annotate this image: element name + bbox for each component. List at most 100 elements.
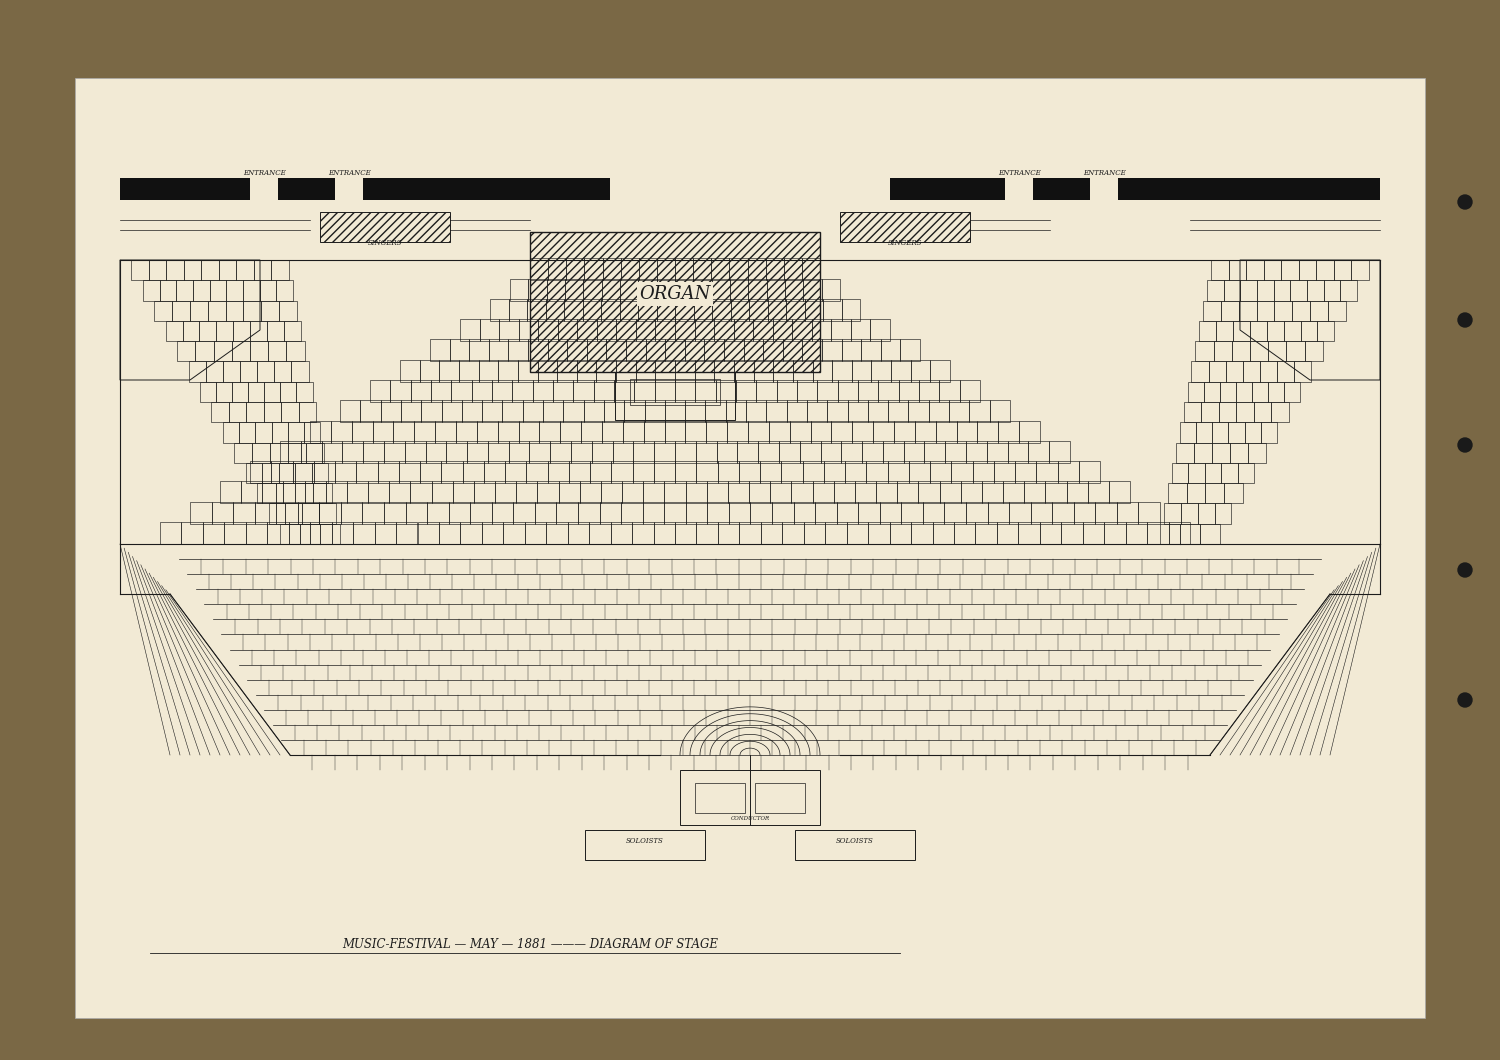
Bar <box>792 319 812 341</box>
Bar <box>482 522 504 544</box>
Bar <box>1306 280 1324 301</box>
Bar <box>580 421 602 443</box>
Bar <box>261 301 279 321</box>
Bar <box>900 339 920 361</box>
Bar <box>828 401 848 422</box>
Bar <box>460 522 482 544</box>
Bar <box>1216 321 1233 341</box>
Bar <box>621 259 639 280</box>
Bar <box>1008 441 1029 463</box>
Bar <box>740 522 760 544</box>
Bar <box>564 401 584 422</box>
Bar <box>1250 341 1268 361</box>
Bar <box>246 463 262 483</box>
Bar <box>966 441 987 463</box>
Bar <box>1284 321 1300 341</box>
Bar <box>525 522 546 544</box>
Bar <box>603 259 621 280</box>
Bar <box>320 504 336 524</box>
Bar <box>519 319 538 341</box>
Bar <box>903 441 924 463</box>
Bar <box>276 501 298 524</box>
Bar <box>189 361 206 382</box>
Bar <box>636 319 656 341</box>
Bar <box>1224 483 1244 504</box>
Bar <box>633 461 654 483</box>
Bar <box>384 441 405 463</box>
Bar <box>232 501 255 524</box>
Bar <box>536 501 556 524</box>
Bar <box>279 301 297 321</box>
Bar <box>154 301 172 321</box>
Bar <box>292 461 314 483</box>
Bar <box>686 501 708 524</box>
Bar <box>910 522 933 544</box>
Bar <box>714 359 734 382</box>
Bar <box>675 441 696 463</box>
Bar <box>804 279 822 301</box>
Bar <box>440 359 459 382</box>
Bar <box>1046 481 1066 504</box>
Bar <box>622 421 644 443</box>
Bar <box>1138 501 1160 524</box>
Bar <box>1030 501 1051 524</box>
Bar <box>766 401 786 422</box>
Bar <box>708 501 729 524</box>
Bar <box>1203 301 1221 321</box>
Bar <box>696 522 718 544</box>
Bar <box>219 260 237 280</box>
Bar <box>489 339 508 361</box>
Bar <box>837 501 858 524</box>
Bar <box>1004 481 1025 504</box>
Bar <box>884 441 903 463</box>
Bar <box>852 359 871 382</box>
Bar <box>748 481 770 504</box>
Bar <box>675 379 696 402</box>
Bar <box>414 421 435 443</box>
Bar <box>1191 361 1209 382</box>
Bar <box>567 522 590 544</box>
Bar <box>693 299 712 321</box>
Bar <box>286 341 304 361</box>
Bar <box>1188 382 1203 402</box>
Bar <box>1334 260 1352 280</box>
Bar <box>902 501 922 524</box>
Bar <box>831 421 852 443</box>
Bar <box>807 401 828 422</box>
Bar <box>584 401 604 422</box>
Bar <box>172 301 190 321</box>
Bar <box>822 339 842 361</box>
Text: ORGAN: ORGAN <box>639 285 711 303</box>
Bar <box>694 783 746 813</box>
Bar <box>556 359 578 382</box>
Bar <box>789 421 810 443</box>
Bar <box>578 501 600 524</box>
Bar <box>262 463 279 483</box>
Bar <box>516 481 537 504</box>
Bar <box>645 401 664 422</box>
Bar <box>616 319 636 341</box>
Bar <box>590 522 610 544</box>
Bar <box>1287 341 1305 361</box>
Bar <box>717 441 738 463</box>
Bar <box>654 441 675 463</box>
Bar <box>280 382 297 402</box>
Bar <box>656 359 675 382</box>
Bar <box>620 299 638 321</box>
Bar <box>729 259 747 280</box>
Bar <box>760 461 782 483</box>
Bar <box>242 481 262 504</box>
Bar <box>194 280 210 301</box>
Bar <box>597 319 616 341</box>
Bar <box>1118 501 1138 524</box>
Bar <box>1074 501 1095 524</box>
Bar <box>200 321 216 341</box>
Bar <box>237 260 254 280</box>
Bar <box>567 259 585 280</box>
Bar <box>1179 422 1196 443</box>
Bar <box>1245 422 1262 443</box>
Bar <box>509 339 528 361</box>
Bar <box>624 401 645 422</box>
Bar <box>1341 280 1358 301</box>
Bar <box>159 280 176 301</box>
